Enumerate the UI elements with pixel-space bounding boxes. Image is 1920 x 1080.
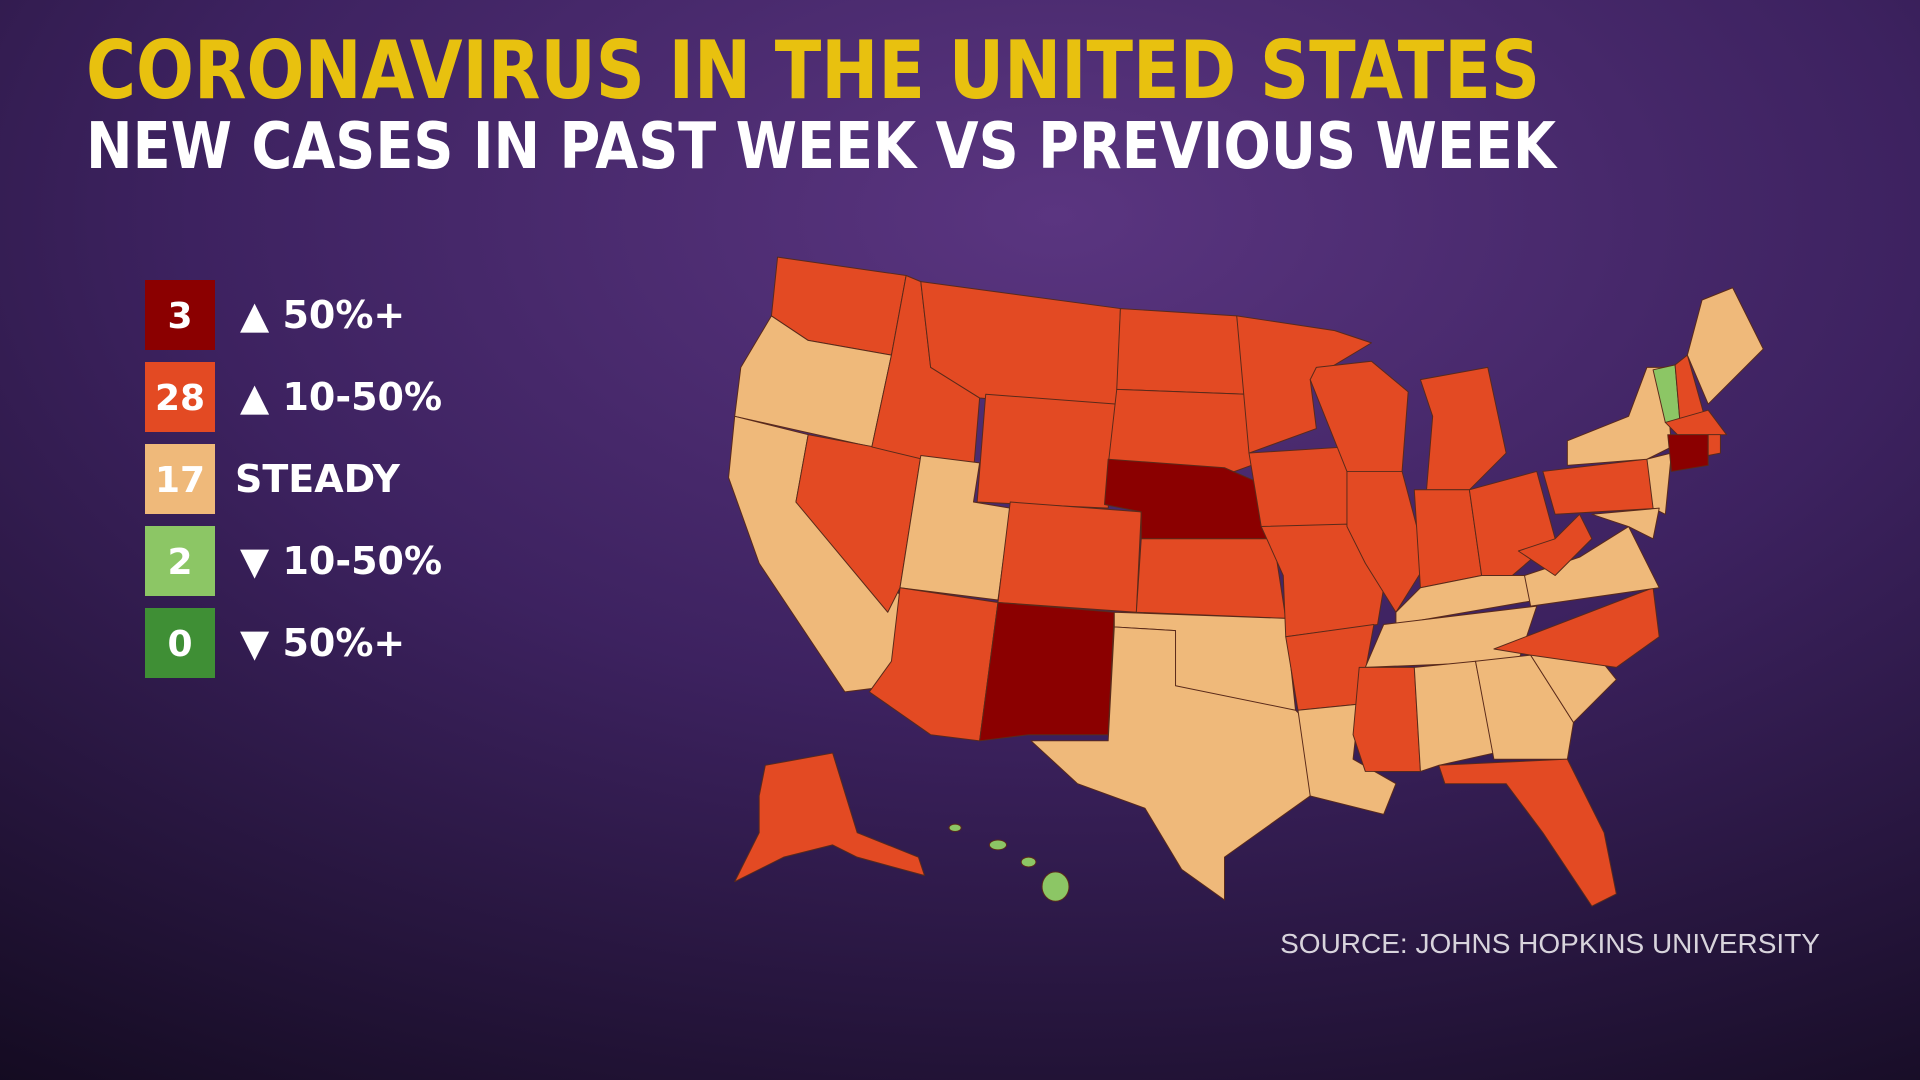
legend-swatch <box>145 280 215 350</box>
states <box>728 256 1764 907</box>
legend-label: ▲ 10-50% <box>240 375 442 419</box>
us-map <box>728 256 1764 907</box>
legend-swatch <box>145 608 215 678</box>
legend-swatch <box>145 444 215 514</box>
legend-count: 3 <box>167 296 192 337</box>
legend-label: ▼ 10-50% <box>240 539 442 583</box>
legend-swatch <box>145 526 215 596</box>
legend-label: ▲ 50%+ <box>240 293 405 337</box>
title: CORONAVIRUS IN THE UNITED STATES <box>86 24 1540 117</box>
legend-swatch <box>145 362 215 432</box>
legend-count: 17 <box>155 460 205 501</box>
legend: 3 ▲ 50%+ 28 ▲ 10-50% 17 STEADY 2 ▼ 10-50% 0 ▼ 50%… <box>145 280 442 678</box>
legend-count: 28 <box>155 378 205 419</box>
subtitle: NEW CASES IN PAST WEEK VS PREVIOUS WEEK <box>86 110 1558 184</box>
legend-label: STEADY <box>235 457 400 501</box>
legend-count: 0 <box>167 624 192 665</box>
source: SOURCE: JOHNS HOPKINS UNIVERSITY <box>1280 928 1820 959</box>
legend-label: ▼ 50%+ <box>240 621 405 665</box>
legend-count: 2 <box>167 542 192 583</box>
